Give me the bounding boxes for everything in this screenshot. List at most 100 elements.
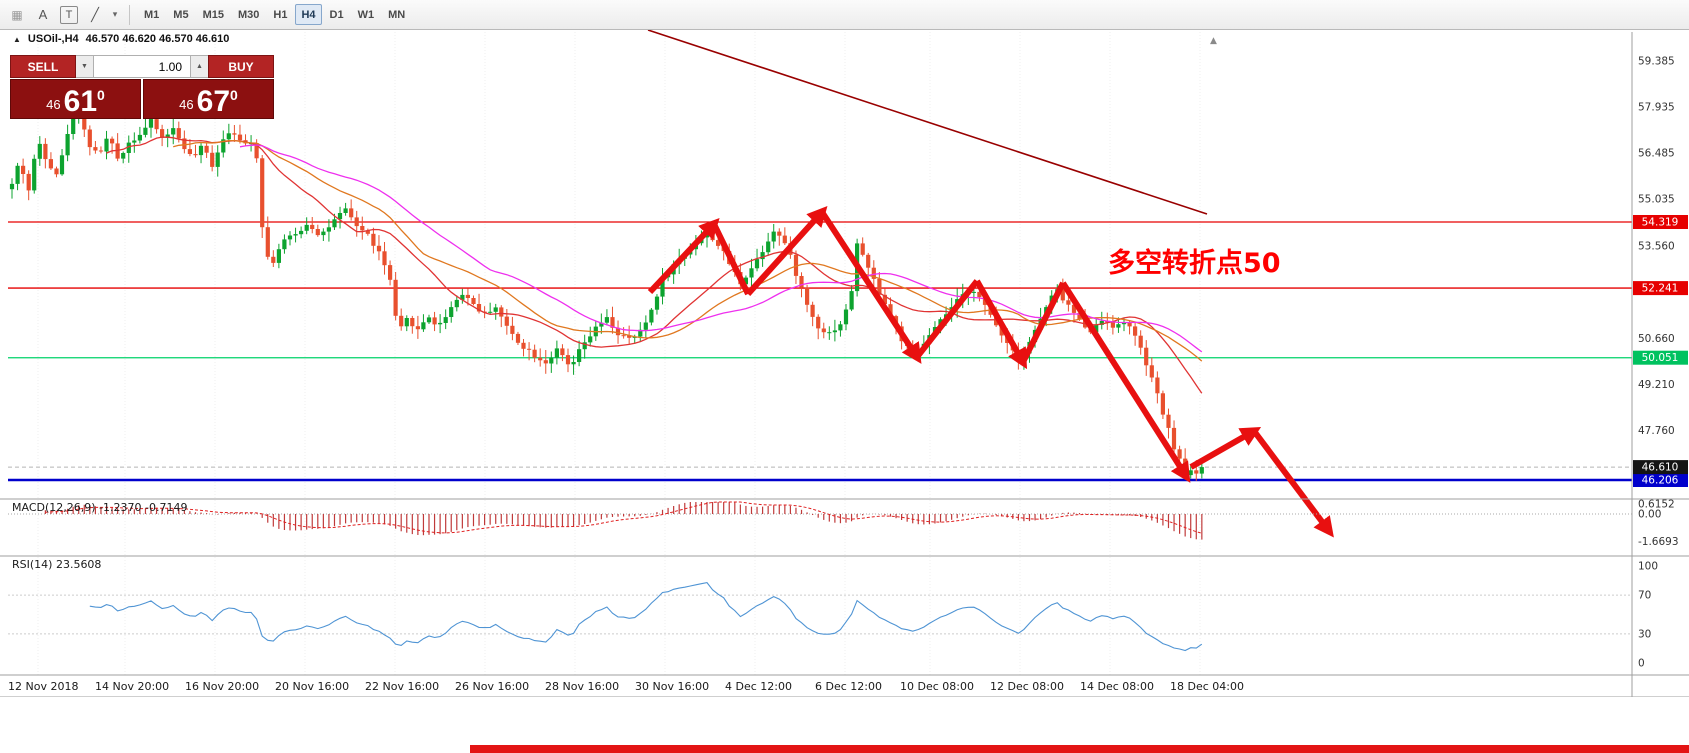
rsi-indicator <box>8 581 1632 652</box>
bid-price-sup: 0 <box>97 87 105 103</box>
svg-text:0.00: 0.00 <box>1638 509 1661 521</box>
svg-text:57.935: 57.935 <box>1638 102 1675 114</box>
buy-button[interactable]: BUY <box>208 55 274 78</box>
svg-text:54.319: 54.319 <box>1642 217 1679 229</box>
tf-button-mn[interactable]: MN <box>388 8 406 21</box>
svg-text:49.210: 49.210 <box>1638 379 1675 391</box>
label-tool-icon[interactable]: A <box>38 7 48 22</box>
svg-text:30 Nov 16:00: 30 Nov 16:00 <box>635 680 709 693</box>
annotation-arrow-7[interactable] <box>1020 281 1066 364</box>
ask-price-sup: 0 <box>230 87 238 103</box>
svg-text:14 Nov 20:00: 14 Nov 20:00 <box>95 680 169 693</box>
tf-button-m30[interactable]: M30 <box>237 8 260 21</box>
ask-price-main: 67 <box>196 85 231 118</box>
tf-button-m5[interactable]: M5 <box>173 8 189 21</box>
bottom-area <box>0 697 1689 753</box>
price-badge-50.051 <box>1633 350 1688 365</box>
svg-text:0.6152: 0.6152 <box>1638 498 1675 510</box>
annotation-arrow-6[interactable] <box>974 279 1028 370</box>
annotation-arrow-8[interactable] <box>1060 281 1191 483</box>
annotation-arrow-4[interactable] <box>819 210 922 364</box>
chart-window: 多空转折点50 ▲ 59.385 57.935 56.485 55.035 53.560 50… <box>0 30 1689 697</box>
svg-text:30: 30 <box>1638 628 1651 640</box>
svg-text:53.560: 53.560 <box>1638 241 1675 253</box>
annotation-arrow-9[interactable] <box>1189 426 1262 470</box>
svg-text:6 Dec 12:00: 6 Dec 12:00 <box>815 680 882 693</box>
svg-text:50.660: 50.660 <box>1638 333 1675 345</box>
svg-text:0: 0 <box>1638 658 1645 670</box>
text-tool-icon[interactable]: T <box>60 5 78 24</box>
svg-text:100: 100 <box>1638 561 1658 573</box>
tool-dropdown-chevron-icon[interactable]: ▾ <box>112 9 118 19</box>
svg-text:20 Nov 16:00: 20 Nov 16:00 <box>275 680 349 693</box>
svg-text:70: 70 <box>1638 590 1651 602</box>
ask-price-prefix: 46 <box>179 97 194 112</box>
tf-button-m15[interactable]: M15 <box>202 8 224 21</box>
volume-decrease-button[interactable]: ▼ <box>76 55 93 78</box>
svg-text:28 Nov 16:00: 28 Nov 16:00 <box>545 680 619 693</box>
volume-input[interactable] <box>93 55 191 78</box>
price-badge-46.610 <box>1633 460 1688 475</box>
svg-text:22 Nov 16:00: 22 Nov 16:00 <box>365 680 439 693</box>
svg-text:46.610: 46.610 <box>1642 462 1679 474</box>
annotation-arrow-1[interactable] <box>647 218 720 295</box>
tf-button-d1[interactable]: D1 <box>329 8 344 21</box>
mid-ma-line <box>173 139 1203 362</box>
trendline-tool-icon[interactable]: ╱ <box>91 6 99 22</box>
symbol-expander-icon[interactable]: ▲ <box>13 35 21 44</box>
price-badge-54.319 <box>1633 215 1688 229</box>
bid-price-display[interactable]: 46 61 0 <box>10 79 141 119</box>
toolbar-separator <box>129 4 130 25</box>
tf-button-h4[interactable]: H4 <box>295 4 322 25</box>
toolbar-grid-icon[interactable]: ▦ <box>11 7 23 22</box>
annotation-arrow-5[interactable] <box>914 279 980 359</box>
time-axis[interactable]: 12 Nov 2018 14 Nov 20:00 16 Nov 20:00 20 No… <box>8 680 1244 693</box>
svg-text:46.206: 46.206 <box>1642 474 1679 486</box>
svg-text:12 Nov 2018: 12 Nov 2018 <box>8 680 78 693</box>
svg-text:56.485: 56.485 <box>1638 148 1675 160</box>
volume-down-icon: ▼ <box>81 63 88 70</box>
macd-label: MACD(12,26,9) -1.2370 -0.7149 <box>12 501 187 514</box>
descending-trendline[interactable] <box>647 30 1208 215</box>
bid-price-prefix: 46 <box>46 97 61 112</box>
chart-canvas[interactable]: 多空转折点50 ▲ 59.385 57.935 56.485 55.035 53.560 50… <box>0 30 1689 697</box>
annotation-arrow-3[interactable] <box>745 205 828 297</box>
svg-text:18 Dec 04:00: 18 Dec 04:00 <box>1170 680 1244 693</box>
tf-button-m1[interactable]: M1 <box>144 8 160 21</box>
rsi-label: RSI(14) 23.5608 <box>12 558 101 571</box>
horizontal-levels[interactable] <box>8 221 1632 482</box>
bid-price-main: 61 <box>63 85 98 118</box>
svg-text:-1.6693: -1.6693 <box>1638 536 1679 548</box>
macd-indicator <box>8 501 1632 540</box>
annotation-arrow-2[interactable] <box>711 222 751 296</box>
svg-text:55.035: 55.035 <box>1638 194 1675 206</box>
timeframe-button-group: M1 M5 M15 M30 H1 H4 D1 W1 MN <box>137 4 412 25</box>
ask-price-display[interactable]: 46 67 0 <box>143 79 274 119</box>
ohlc-values: 46.570 46.620 46.570 46.610 <box>85 33 230 45</box>
chart-shift-marker-icon[interactable]: ▲ <box>1210 36 1217 46</box>
price-axis[interactable]: 59.385 57.935 56.485 55.035 53.560 50.660 49.2… <box>1633 55 1688 670</box>
svg-text:50.051: 50.051 <box>1642 352 1679 364</box>
svg-text:10 Dec 08:00: 10 Dec 08:00 <box>900 680 974 693</box>
background-window-red-strip <box>470 745 1689 753</box>
chart-ohlc-header: ▲ USOil-,H4 46.570 46.620 46.570 46.610 <box>13 33 229 45</box>
svg-text:26 Nov 16:00: 26 Nov 16:00 <box>455 680 529 693</box>
fast-ma-line <box>106 136 1203 394</box>
toolbar-icon-group: ▦ A T ╱ ▾ <box>4 3 122 27</box>
price-badge-46.206 <box>1633 473 1688 487</box>
sell-button[interactable]: SELL <box>10 55 76 78</box>
svg-text:47.760: 47.760 <box>1638 425 1675 437</box>
svg-text:52.241: 52.241 <box>1642 283 1679 295</box>
svg-text:4 Dec 12:00: 4 Dec 12:00 <box>725 680 792 693</box>
price-badge-52.241 <box>1633 281 1688 296</box>
annotation-text[interactable]: 多空转折点50 <box>1108 247 1281 279</box>
slow-ma-line <box>239 144 1203 353</box>
svg-text:12 Dec 08:00: 12 Dec 08:00 <box>990 680 1064 693</box>
symbol-label: USOil-,H4 <box>27 33 79 45</box>
volume-increase-button[interactable]: ▲ <box>191 55 208 78</box>
tf-button-h1[interactable]: H1 <box>273 8 288 21</box>
tf-button-w1[interactable]: W1 <box>357 8 375 21</box>
svg-text:16 Nov 20:00: 16 Nov 20:00 <box>185 680 259 693</box>
toolbar: ▦ A T ╱ ▾ M1 M5 M15 M30 H1 H4 D1 W1 MN <box>0 0 1689 30</box>
volume-up-icon: ▲ <box>196 63 203 70</box>
